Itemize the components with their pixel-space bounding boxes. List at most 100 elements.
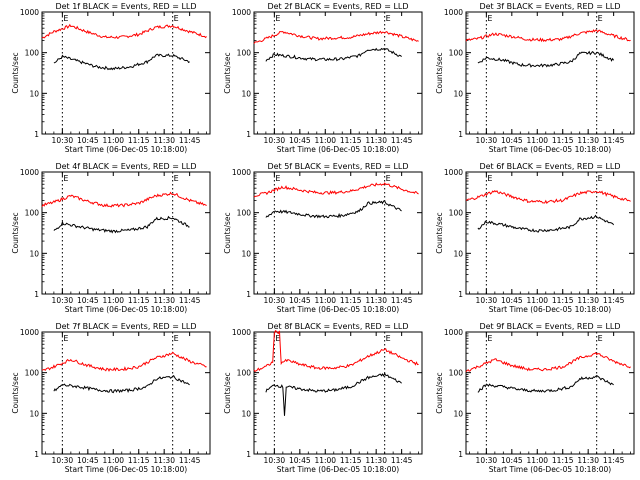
plot-frame	[465, 11, 635, 135]
series-line-lld	[465, 189, 631, 204]
interval-marker-label: E	[386, 174, 391, 183]
y-tick-label: 1	[34, 450, 39, 459]
x-tick-label: 11:30	[577, 456, 599, 465]
x-tick-label: 11:15	[340, 296, 362, 305]
x-tick-label: 10:45	[501, 136, 523, 145]
interval-marker-label: E	[487, 334, 492, 343]
y-axis-label: Counts/sec	[223, 212, 232, 253]
series-line-events	[477, 214, 615, 233]
y-axis-label: Counts/sec	[435, 372, 444, 413]
plot-frame	[253, 11, 423, 135]
y-tick-label: 1	[458, 450, 463, 459]
x-tick-label: 10:45	[289, 456, 311, 465]
y-tick-label: 100	[237, 209, 252, 218]
panel-det-2: Det 2f BLACK = Events, RED = LLD 1 10 100 10…	[223, 2, 423, 154]
panel-title: Det 3f BLACK = Events, RED = LLD	[479, 2, 620, 11]
y-tick-label: 1	[34, 290, 39, 299]
interval-marker-label: E	[598, 334, 603, 343]
x-tick-label: 11:15	[128, 136, 150, 145]
x-tick-label: 10:30	[264, 136, 286, 145]
panel-title: Det 4f BLACK = Events, RED = LLD	[55, 162, 196, 171]
y-tick-label: 10	[241, 409, 251, 418]
x-tick-label: 11:00	[102, 296, 124, 305]
series-line-events	[265, 200, 402, 219]
x-tick-label: 11:15	[552, 296, 574, 305]
panel-det-3: Det 3f BLACK = Events, RED = LLD 1 10 100 10…	[435, 2, 635, 154]
interval-marker-label: E	[275, 334, 280, 343]
panel-title: Det 8f BLACK = Events, RED = LLD	[267, 322, 408, 331]
y-tick-label: 1000	[232, 168, 251, 177]
series-line-events	[477, 375, 614, 393]
x-axis-label: Start Time (06-Dec-05 10:18:00)	[489, 305, 611, 314]
x-tick-label: 11:45	[179, 296, 201, 305]
x-tick-label: 11:15	[340, 136, 362, 145]
y-tick-label: 10	[453, 249, 463, 258]
interval-marker-label: E	[63, 14, 68, 23]
interval-marker-label: E	[386, 334, 391, 343]
x-axis-label: Start Time (06-Dec-05 10:18:00)	[277, 465, 399, 474]
y-tick-label: 100	[449, 49, 464, 58]
y-tick-label: 1000	[20, 168, 39, 177]
y-tick-label: 1	[34, 130, 39, 139]
x-tick-label: 10:30	[264, 296, 286, 305]
interval-marker-label: E	[598, 174, 603, 183]
x-tick-label: 11:45	[179, 456, 201, 465]
interval-marker-label: E	[174, 14, 179, 23]
x-tick-label: 10:30	[52, 456, 74, 465]
plot-frame	[465, 331, 635, 455]
x-axis-label: Start Time (06-Dec-05 10:18:00)	[489, 145, 611, 154]
y-tick-label: 1	[246, 130, 251, 139]
x-tick-label: 11:15	[128, 456, 150, 465]
interval-marker-label: E	[63, 174, 68, 183]
interval-marker-label: E	[487, 174, 492, 183]
interval-marker-label: E	[275, 174, 280, 183]
panel-det-1: Det 1f BLACK = Events, RED = LLD 1 10 100 10…	[11, 2, 211, 154]
y-tick-label: 10	[453, 89, 463, 98]
y-tick-label: 100	[237, 49, 252, 58]
y-tick-label: 1	[246, 290, 251, 299]
x-tick-label: 11:45	[391, 456, 413, 465]
x-tick-label: 10:30	[476, 296, 498, 305]
x-tick-label: 11:45	[603, 136, 625, 145]
interval-marker-label: E	[174, 334, 179, 343]
x-tick-label: 11:15	[552, 456, 574, 465]
y-tick-label: 1000	[232, 8, 251, 17]
x-axis-label: Start Time (06-Dec-05 10:18:00)	[65, 145, 187, 154]
x-tick-label: 11:45	[391, 136, 413, 145]
panel-det-6: Det 6f BLACK = Events, RED = LLD 1 10 100 10…	[435, 162, 635, 314]
y-tick-label: 10	[29, 409, 39, 418]
x-tick-label: 11:00	[526, 136, 548, 145]
y-axis-label: Counts/sec	[435, 212, 444, 253]
plot-frame	[41, 171, 211, 295]
y-tick-label: 10	[29, 249, 39, 258]
plot-frame	[41, 11, 211, 135]
y-axis-label: Counts/sec	[11, 52, 20, 93]
y-tick-label: 1	[458, 130, 463, 139]
y-axis-label: Counts/sec	[11, 372, 20, 413]
panel-det-8: Det 8f BLACK = Events, RED = LLD 1 10 100 10…	[223, 322, 423, 474]
interval-marker-label: E	[174, 174, 179, 183]
panel-title: Det 7f BLACK = Events, RED = LLD	[55, 322, 196, 331]
y-tick-label: 1	[246, 450, 251, 459]
y-tick-label: 100	[449, 209, 464, 218]
x-tick-label: 11:00	[102, 136, 124, 145]
y-tick-label: 100	[449, 369, 464, 378]
y-tick-label: 1000	[444, 328, 463, 337]
series-line-lld	[41, 351, 207, 372]
x-tick-label: 11:45	[179, 136, 201, 145]
x-tick-label: 11:00	[314, 296, 336, 305]
x-tick-label: 11:30	[577, 296, 599, 305]
x-axis-label: Start Time (06-Dec-05 10:18:00)	[277, 145, 399, 154]
y-tick-label: 100	[25, 369, 40, 378]
series-line-events	[53, 215, 190, 234]
x-tick-label: 10:30	[476, 456, 498, 465]
x-tick-label: 11:15	[340, 456, 362, 465]
y-tick-label: 100	[25, 209, 40, 218]
y-tick-label: 10	[241, 89, 251, 98]
x-tick-label: 11:00	[526, 296, 548, 305]
interval-marker-label: E	[487, 14, 492, 23]
plot-frame	[253, 331, 423, 455]
x-tick-label: 10:45	[77, 136, 99, 145]
x-tick-label: 11:30	[365, 296, 387, 305]
x-tick-label: 11:15	[128, 296, 150, 305]
